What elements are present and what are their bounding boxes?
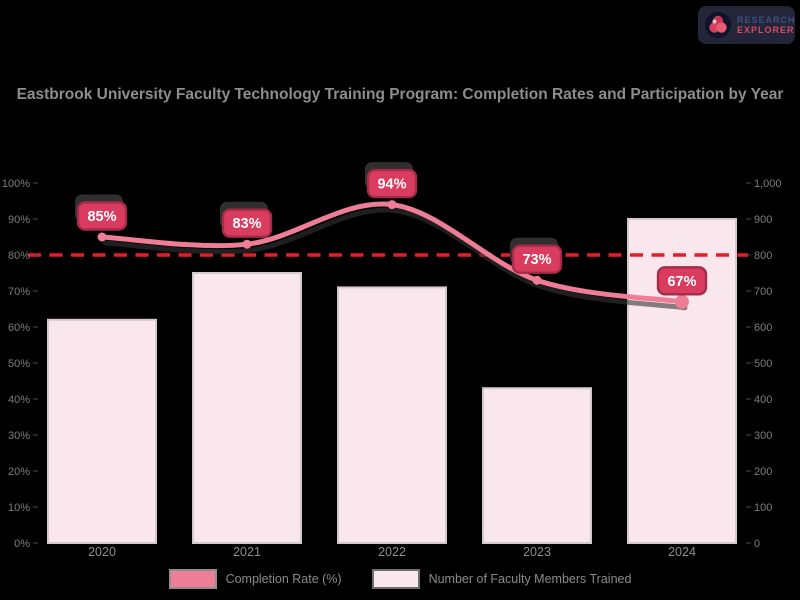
legend-label: Completion Rate (%) <box>225 572 342 586</box>
pinwheel-logo-icon <box>704 11 732 39</box>
point-label-2020[interactable]: 85% <box>75 194 128 231</box>
x-axis-label-2022: 2022 <box>378 545 406 559</box>
point-label-2024[interactable]: 67% <box>656 266 708 296</box>
legend-swatch <box>371 569 420 589</box>
left-axis-tick-label: 70% <box>8 286 30 298</box>
right-axis-tick-label: 300 <box>754 430 772 442</box>
left-axis-tick-label: 0% <box>14 538 30 550</box>
right-axis-tick-label: 500 <box>754 358 772 370</box>
right-axis-tick-label: 100 <box>754 502 772 514</box>
right-axis-tick-label: 0 <box>754 538 760 550</box>
line-point-2024[interactable] <box>675 294 689 309</box>
brand-logo: RESEARCH EXPLORER <box>698 6 795 44</box>
line-point-2020[interactable] <box>97 232 107 242</box>
right-axis-tick-label: 1,000 <box>754 178 782 190</box>
left-axis-tick-label: 40% <box>8 394 30 406</box>
left-axis-tick-label: 60% <box>8 322 30 334</box>
svg-text:94%: 94% <box>377 177 406 193</box>
right-axis-tick-label: 600 <box>754 322 772 334</box>
right-axis-tick-label: 400 <box>754 394 772 406</box>
left-axis-tick-label: 100% <box>2 178 30 190</box>
x-axis-label-2020: 2020 <box>88 545 116 559</box>
bar-2020[interactable] <box>47 318 157 544</box>
chart-title: Eastbrook University Faculty Technology … <box>16 86 784 103</box>
legend-item-completion-rate[interactable]: Completion Rate (%) <box>168 569 342 589</box>
line-point-2021[interactable] <box>242 239 252 249</box>
line-point-2022[interactable] <box>387 200 397 210</box>
legend-label: Number of Faculty Members Trained <box>428 572 632 586</box>
legend-swatch <box>168 569 217 589</box>
bar-2022[interactable] <box>337 286 447 544</box>
point-label-2022[interactable]: 94% <box>365 162 418 199</box>
svg-text:83%: 83% <box>232 216 261 232</box>
brand-name-line1: RESEARCH <box>737 15 796 25</box>
bar-2021[interactable] <box>192 272 302 544</box>
left-axis-tick-label: 30% <box>8 430 30 442</box>
bar-2023[interactable] <box>482 387 592 545</box>
line-point-2023[interactable] <box>532 275 542 285</box>
left-axis-tick-label: 10% <box>8 502 30 514</box>
svg-text:85%: 85% <box>87 209 116 225</box>
brand-name-line2: EXPLORER <box>737 25 795 35</box>
right-axis-tick-label: 200 <box>754 466 772 478</box>
point-label-2021[interactable]: 83% <box>220 201 273 238</box>
right-axis-tick-label: 700 <box>754 286 772 298</box>
left-axis-tick-label: 80% <box>8 250 30 262</box>
right-axis-tick-label: 900 <box>754 214 772 226</box>
svg-text:67%: 67% <box>667 274 696 290</box>
left-axis-tick-label: 50% <box>8 358 30 370</box>
x-axis-label-2023: 2023 <box>523 545 551 559</box>
svg-text:73%: 73% <box>522 252 551 268</box>
x-axis-label-2024: 2024 <box>668 545 696 559</box>
legend-item-faculty-trained[interactable]: Number of Faculty Members Trained <box>371 569 632 589</box>
left-axis-tick-label: 90% <box>8 214 30 226</box>
right-axis-tick-label: 800 <box>754 250 772 262</box>
point-label-2023[interactable]: 73% <box>510 237 563 274</box>
line-shadow <box>102 207 688 311</box>
left-axis-tick-label: 20% <box>8 466 30 478</box>
chart-legend: Completion Rate (%) Number of Faculty Mem… <box>0 565 800 593</box>
x-axis-label-2021: 2021 <box>233 545 261 559</box>
